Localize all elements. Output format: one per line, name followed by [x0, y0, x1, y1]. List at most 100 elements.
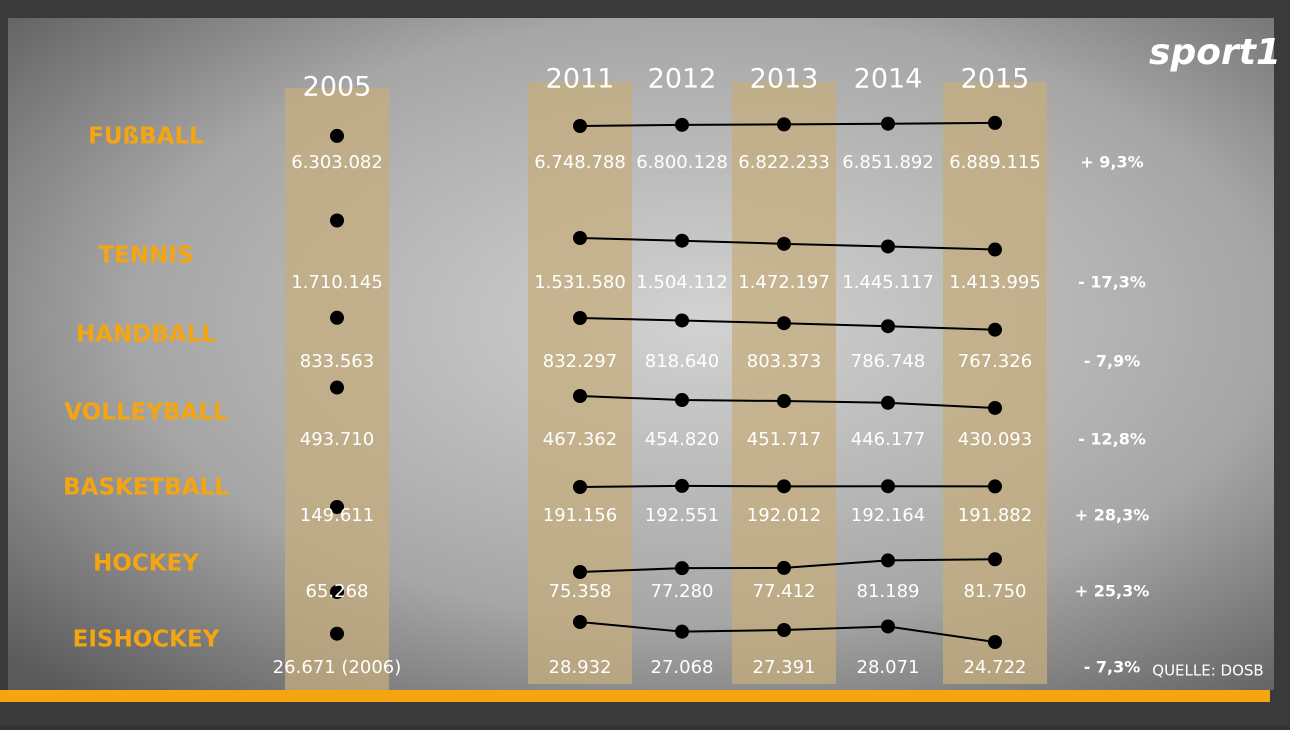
data-point [777, 117, 791, 132]
data-point [675, 478, 689, 493]
data-point [675, 393, 689, 408]
value-label: 1.531.580 [534, 272, 626, 293]
data-point [988, 400, 1002, 415]
change-label: - 7,3% [1084, 658, 1141, 677]
sport-label: TENNIS [98, 243, 193, 269]
sport-label: VOLLEYBALL [64, 400, 228, 426]
value-label: 81.189 [857, 581, 920, 602]
value-label: 786.748 [851, 351, 925, 372]
change-label: + 28,3% [1075, 506, 1149, 525]
value-label: 446.177 [851, 429, 925, 450]
data-point [330, 128, 344, 143]
data-point [988, 635, 1002, 649]
data-point [330, 380, 344, 395]
value-label: 1.413.995 [949, 272, 1041, 293]
value-label: 1.504.112 [636, 272, 728, 293]
data-point [573, 389, 587, 403]
data-point [573, 480, 587, 494]
data-point [777, 560, 791, 575]
data-point [988, 242, 1002, 257]
value-label: 430.093 [958, 429, 1032, 450]
data-point [881, 395, 895, 410]
value-label: 27.391 [753, 657, 816, 678]
value-label: 192.164 [851, 505, 925, 526]
value-label: 77.412 [753, 581, 816, 602]
change-label: - 12,8% [1078, 430, 1146, 449]
data-point [675, 117, 689, 132]
year-label: 2013 [750, 64, 819, 95]
value-label: 191.882 [958, 505, 1032, 526]
value-label: 1.710.145 [291, 272, 383, 293]
data-point [777, 479, 791, 494]
value-label: 832.297 [543, 351, 617, 372]
value-label: 28.932 [549, 657, 612, 678]
change-label: - 17,3% [1078, 273, 1146, 292]
value-label: 28.071 [857, 657, 920, 678]
value-label: 467.362 [543, 429, 617, 450]
value-label: 6.800.128 [636, 152, 728, 173]
data-point [573, 565, 587, 579]
data-point [675, 313, 689, 328]
data-point [675, 561, 689, 576]
background [8, 18, 1274, 690]
value-label: 192.551 [645, 505, 719, 526]
value-label: 454.820 [645, 429, 719, 450]
year-label: 2015 [961, 64, 1030, 95]
column-band [528, 82, 632, 684]
data-point [988, 322, 1002, 337]
year-label: 2011 [546, 64, 615, 95]
value-label: 1.445.117 [842, 272, 934, 293]
year-label: 2014 [854, 64, 923, 95]
value-label: 493.710 [300, 429, 374, 450]
value-label: 81.750 [964, 581, 1027, 602]
data-point [881, 553, 895, 568]
data-point [881, 319, 895, 334]
change-label: + 9,3% [1080, 153, 1143, 172]
value-label: 24.722 [964, 657, 1027, 678]
data-point [330, 310, 344, 325]
value-label: 803.373 [747, 351, 821, 372]
data-point [330, 213, 344, 228]
data-point [777, 236, 791, 251]
value-label: 26.671 (2006) [273, 657, 402, 678]
sport-label: BASKETBALL [63, 475, 229, 501]
value-label: 149.611 [300, 505, 374, 526]
data-point [573, 231, 587, 245]
data-point [777, 394, 791, 409]
data-point [881, 116, 895, 131]
value-label: 833.563 [300, 351, 374, 372]
value-label: 65.268 [306, 581, 369, 602]
column-band [943, 82, 1047, 684]
value-label: 6.822.233 [738, 152, 830, 173]
value-label: 6.851.892 [842, 152, 934, 173]
value-label: 6.748.788 [534, 152, 626, 173]
value-label: 1.472.197 [738, 272, 830, 293]
sport-label: FUßBALL [88, 124, 204, 150]
change-label: - 7,9% [1084, 352, 1141, 371]
data-point [988, 115, 1002, 130]
value-label: 6.889.115 [949, 152, 1041, 173]
value-label: 75.358 [549, 581, 612, 602]
source: QUELLE: DOSB [1152, 662, 1263, 680]
data-point [330, 585, 344, 599]
sport-label: HANDBALL [76, 322, 216, 348]
year-label: 2012 [648, 64, 717, 95]
data-point [881, 239, 895, 254]
data-point [573, 615, 587, 629]
logo: sport1 [1149, 32, 1281, 73]
sport-label: EISHOCKEY [73, 627, 220, 653]
data-point [988, 479, 1002, 494]
column-band [732, 82, 836, 684]
year-label: 2005 [303, 72, 372, 103]
value-label: 818.640 [645, 351, 719, 372]
data-point [675, 233, 689, 248]
data-point [777, 622, 791, 637]
data-point [675, 624, 689, 639]
value-label: 451.717 [747, 429, 821, 450]
sport-label: HOCKEY [93, 551, 199, 577]
data-point [573, 311, 587, 325]
data-point [988, 552, 1002, 567]
value-label: 6.303.082 [291, 152, 383, 173]
change-label: + 25,3% [1075, 582, 1149, 601]
